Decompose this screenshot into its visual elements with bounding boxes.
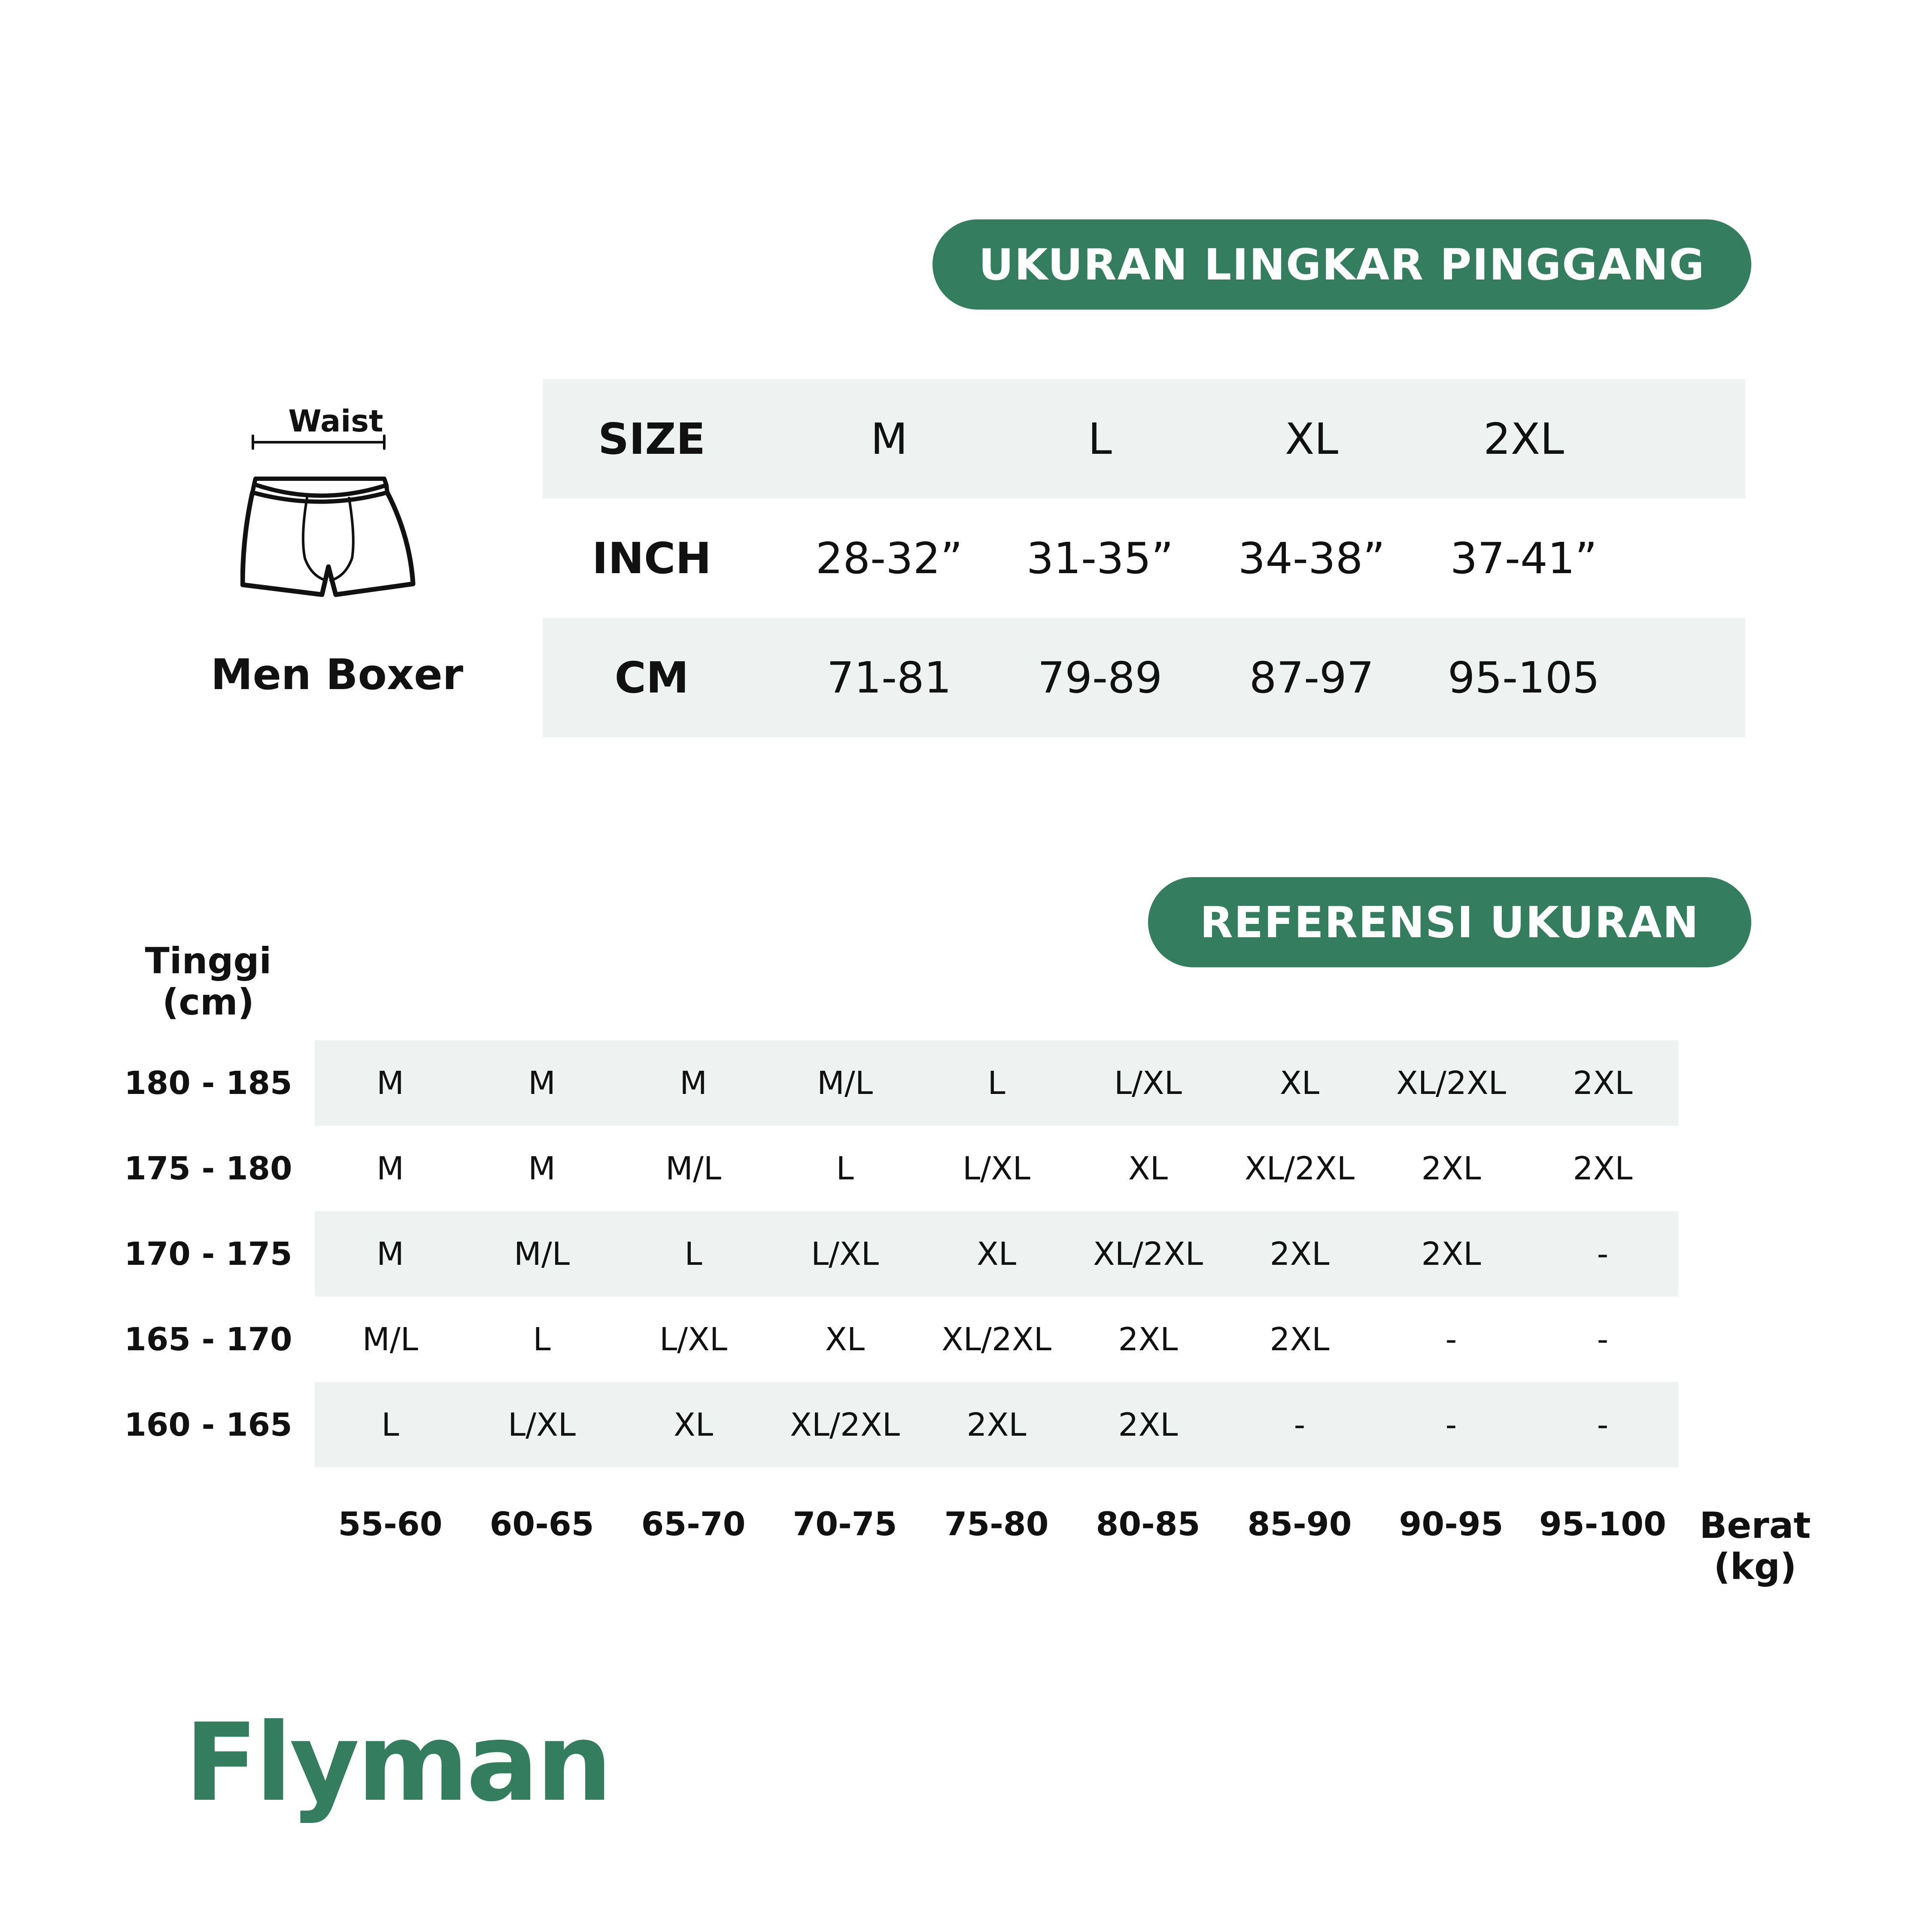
size-cell: -	[1445, 1321, 1457, 1358]
table-row: SIZE M L XL 2XL	[543, 379, 1745, 498]
weight-label: 75-80	[944, 1505, 1049, 1543]
height-label: 170 - 175	[124, 1235, 292, 1273]
size-cell: L	[533, 1321, 551, 1358]
waist-size-table: SIZE M L XL 2XL INCH 28-32” 31-35” 34-38” 37-41” C…	[543, 379, 1745, 737]
height-axis-line2: (cm)	[162, 981, 255, 1023]
table-cell: 87-97	[1249, 652, 1374, 703]
size-cell: M/L	[362, 1321, 419, 1358]
table-cell: 79-89	[1037, 652, 1163, 703]
size-cell: 2XL	[1118, 1406, 1178, 1443]
table-row: M/L L L/XL XL XL/2XL 2XL 2XL - -	[315, 1297, 1678, 1382]
size-cell: 2XL	[1573, 1150, 1633, 1187]
height-axis-line1: Tinggi	[145, 940, 272, 982]
weight-label: 80-85	[1096, 1505, 1200, 1543]
size-cell: 2XL	[966, 1406, 1027, 1443]
size-cell: L	[684, 1235, 702, 1273]
table-cell: 28-32”	[815, 533, 963, 583]
size-cell: L/XL	[1114, 1064, 1182, 1102]
table-cell: L	[1088, 413, 1112, 464]
size-cell: 2XL	[1421, 1150, 1481, 1187]
weight-axis-line1: Berat	[1699, 1504, 1811, 1546]
size-cell: L	[381, 1406, 399, 1443]
size-cell: L	[836, 1150, 854, 1187]
size-cell: L/XL	[507, 1406, 576, 1443]
height-axis-label: Tinggi (cm)	[145, 940, 272, 1023]
size-cell: XL/2XL	[942, 1321, 1051, 1358]
table-cell: 2XL	[1483, 413, 1564, 464]
size-cell: M	[528, 1150, 556, 1187]
size-cell: L/XL	[811, 1235, 879, 1273]
size-cell: -	[1597, 1235, 1609, 1273]
size-cell: M	[528, 1064, 556, 1102]
size-cell: L/XL	[659, 1321, 728, 1358]
size-cell: XL/2XL	[1245, 1150, 1355, 1187]
weight-label: 90-95	[1399, 1505, 1504, 1543]
size-cell: M	[377, 1064, 404, 1102]
size-reference-table: M M M M/L L L/XL XL XL/2XL 2XL M M M/L L L/XL XL XL/2XL…	[315, 1040, 1678, 1467]
size-cell: L	[987, 1064, 1005, 1102]
boxer-shorts-icon	[240, 434, 416, 597]
weight-label: 65-70	[641, 1505, 746, 1543]
size-cell: XL/2XL	[1396, 1064, 1506, 1102]
size-cell: -	[1597, 1406, 1609, 1443]
table-row: M M/L L L/XL XL XL/2XL 2XL 2XL -	[315, 1211, 1678, 1297]
table-row: CM 71-81 79-89 87-97 95-105	[543, 618, 1745, 737]
waist-size-title: UKURAN LINGKAR PINGGANG	[933, 219, 1751, 310]
size-cell: -	[1597, 1321, 1609, 1358]
table-cell: 31-35”	[1026, 533, 1174, 583]
size-cell: XL/2XL	[1093, 1235, 1203, 1273]
weight-label: 95-100	[1539, 1505, 1666, 1543]
size-cell: -	[1445, 1406, 1457, 1443]
size-cell: L/XL	[962, 1150, 1031, 1187]
flyman-logo: Flyman	[185, 1700, 613, 1825]
size-cell: 2XL	[1270, 1235, 1330, 1273]
table-row: M M M/L L L/XL XL XL/2XL 2XL 2XL	[315, 1126, 1678, 1211]
table-cell: 71-81	[826, 652, 952, 703]
size-cell: 2XL	[1118, 1321, 1178, 1358]
size-cell: XL/2XL	[790, 1406, 900, 1443]
height-label: 160 - 165	[124, 1406, 292, 1443]
size-cell: M	[377, 1235, 404, 1273]
table-cell: 37-41”	[1450, 533, 1598, 583]
row-label: INCH	[592, 533, 711, 583]
product-caption: Men Boxer	[211, 650, 463, 699]
weight-label: 70-75	[793, 1505, 897, 1543]
table-cell: M	[870, 413, 908, 464]
table-cell: 95-105	[1447, 652, 1600, 703]
table-row: M M M M/L L L/XL XL XL/2XL 2XL	[315, 1040, 1678, 1126]
weight-label: 55-60	[338, 1505, 443, 1543]
weight-axis-line2: (kg)	[1713, 1546, 1797, 1588]
weight-label: 85-90	[1247, 1505, 1352, 1543]
size-cell: XL	[1280, 1064, 1319, 1102]
size-cell: XL	[977, 1235, 1016, 1273]
weight-axis-label: Berat (kg)	[1699, 1505, 1810, 1587]
waist-label: Waist	[288, 404, 383, 439]
table-row: INCH 28-32” 31-35” 34-38” 37-41”	[543, 498, 1745, 618]
size-cell: M/L	[513, 1235, 570, 1273]
row-label: CM	[614, 652, 689, 703]
size-cell: -	[1294, 1406, 1306, 1443]
size-cell: M	[377, 1150, 404, 1187]
height-label: 165 - 170	[124, 1321, 292, 1358]
table-row: L L/XL XL XL/2XL 2XL 2XL - - -	[315, 1382, 1678, 1467]
size-reference-title: REFERENSI UKURAN	[1148, 877, 1751, 967]
row-label: SIZE	[598, 413, 706, 464]
table-cell: 34-38”	[1238, 533, 1385, 583]
size-cell: XL	[1128, 1150, 1168, 1187]
height-label: 175 - 180	[124, 1150, 292, 1187]
size-cell: 2XL	[1270, 1321, 1330, 1358]
size-cell: M	[680, 1064, 707, 1102]
table-cell: XL	[1285, 413, 1339, 464]
size-cell: 2XL	[1421, 1235, 1481, 1273]
size-cell: XL	[825, 1321, 865, 1358]
height-label: 180 - 185	[124, 1064, 292, 1102]
weight-label: 60-65	[489, 1505, 594, 1543]
size-cell: 2XL	[1573, 1064, 1633, 1102]
size-cell: M/L	[817, 1064, 873, 1102]
size-cell: XL	[674, 1406, 713, 1443]
size-cell: M/L	[665, 1150, 722, 1187]
